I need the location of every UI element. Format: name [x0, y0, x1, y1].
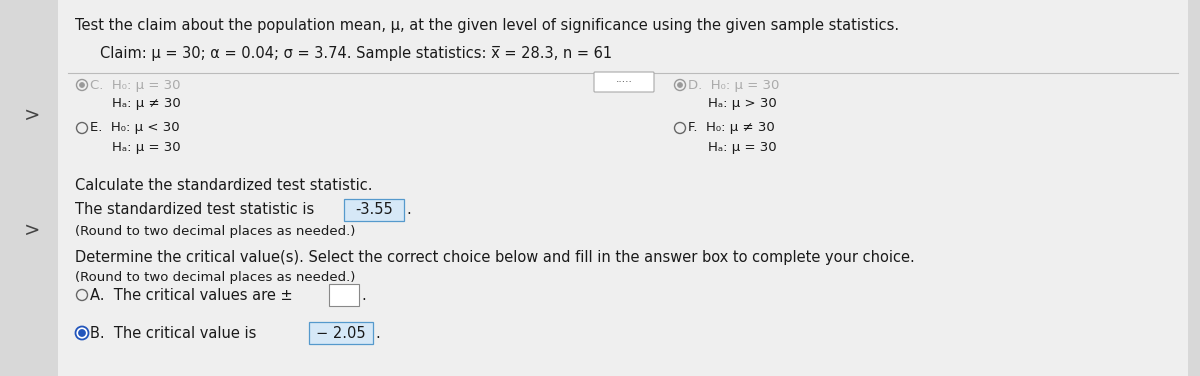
- Circle shape: [678, 82, 683, 88]
- FancyBboxPatch shape: [310, 322, 373, 344]
- FancyBboxPatch shape: [344, 199, 404, 221]
- Text: ·····: ·····: [616, 77, 632, 87]
- Text: (Round to two decimal places as needed.): (Round to two decimal places as needed.): [74, 271, 355, 284]
- Text: A.  The critical values are ±: A. The critical values are ±: [90, 288, 293, 303]
- Text: Hₐ: μ = 30: Hₐ: μ = 30: [708, 141, 776, 155]
- Text: Determine the critical value(s). Select the correct choice below and fill in the: Determine the critical value(s). Select …: [74, 250, 914, 265]
- Text: B.  The critical value is: B. The critical value is: [90, 326, 257, 341]
- Text: >: >: [24, 106, 40, 124]
- Text: Hₐ: μ > 30: Hₐ: μ > 30: [708, 97, 776, 109]
- Text: -3.55: -3.55: [355, 203, 392, 217]
- Text: (Round to two decimal places as needed.): (Round to two decimal places as needed.): [74, 225, 355, 238]
- Text: .: .: [406, 202, 410, 217]
- Text: >: >: [24, 220, 40, 240]
- Text: Hₐ: μ ≠ 30: Hₐ: μ ≠ 30: [112, 97, 181, 109]
- Circle shape: [78, 329, 85, 337]
- Circle shape: [79, 82, 84, 88]
- Text: Claim: μ = 30; α = 0.04; σ = 3.74. Sample statistics: x̅ = 28.3, n = 61: Claim: μ = 30; α = 0.04; σ = 3.74. Sampl…: [100, 46, 612, 61]
- Text: Calculate the standardized test statistic.: Calculate the standardized test statisti…: [74, 178, 372, 193]
- FancyBboxPatch shape: [594, 72, 654, 92]
- Text: E.  H₀: μ < 30: E. H₀: μ < 30: [90, 121, 180, 135]
- Text: C.  H₀: μ = 30: C. H₀: μ = 30: [90, 79, 180, 91]
- Text: .: .: [374, 326, 379, 341]
- FancyBboxPatch shape: [329, 284, 359, 306]
- Text: D.  H₀: μ = 30: D. H₀: μ = 30: [688, 79, 779, 91]
- Text: F.  H₀: μ ≠ 30: F. H₀: μ ≠ 30: [688, 121, 775, 135]
- FancyBboxPatch shape: [58, 0, 1188, 376]
- Text: Hₐ: μ = 30: Hₐ: μ = 30: [112, 141, 181, 155]
- Circle shape: [76, 326, 89, 340]
- Text: The standardized test statistic is: The standardized test statistic is: [74, 202, 324, 217]
- Text: − 2.05: − 2.05: [316, 326, 366, 341]
- Text: .: .: [361, 288, 366, 303]
- Text: Test the claim about the population mean, μ, at the given level of significance : Test the claim about the population mean…: [74, 18, 899, 33]
